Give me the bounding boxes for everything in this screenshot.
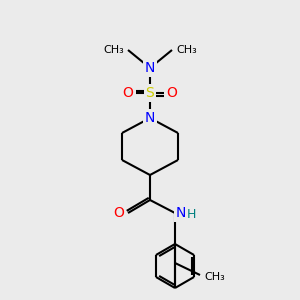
Text: CH₃: CH₃ xyxy=(204,272,225,282)
Text: O: O xyxy=(123,86,134,100)
Text: CH₃: CH₃ xyxy=(103,45,124,55)
Text: O: O xyxy=(167,86,177,100)
Text: H: H xyxy=(187,208,196,221)
Text: CH₃: CH₃ xyxy=(176,45,197,55)
Text: O: O xyxy=(113,206,124,220)
Text: N: N xyxy=(145,111,155,125)
Text: N: N xyxy=(145,61,155,75)
Text: N: N xyxy=(176,206,186,220)
Text: S: S xyxy=(146,86,154,100)
